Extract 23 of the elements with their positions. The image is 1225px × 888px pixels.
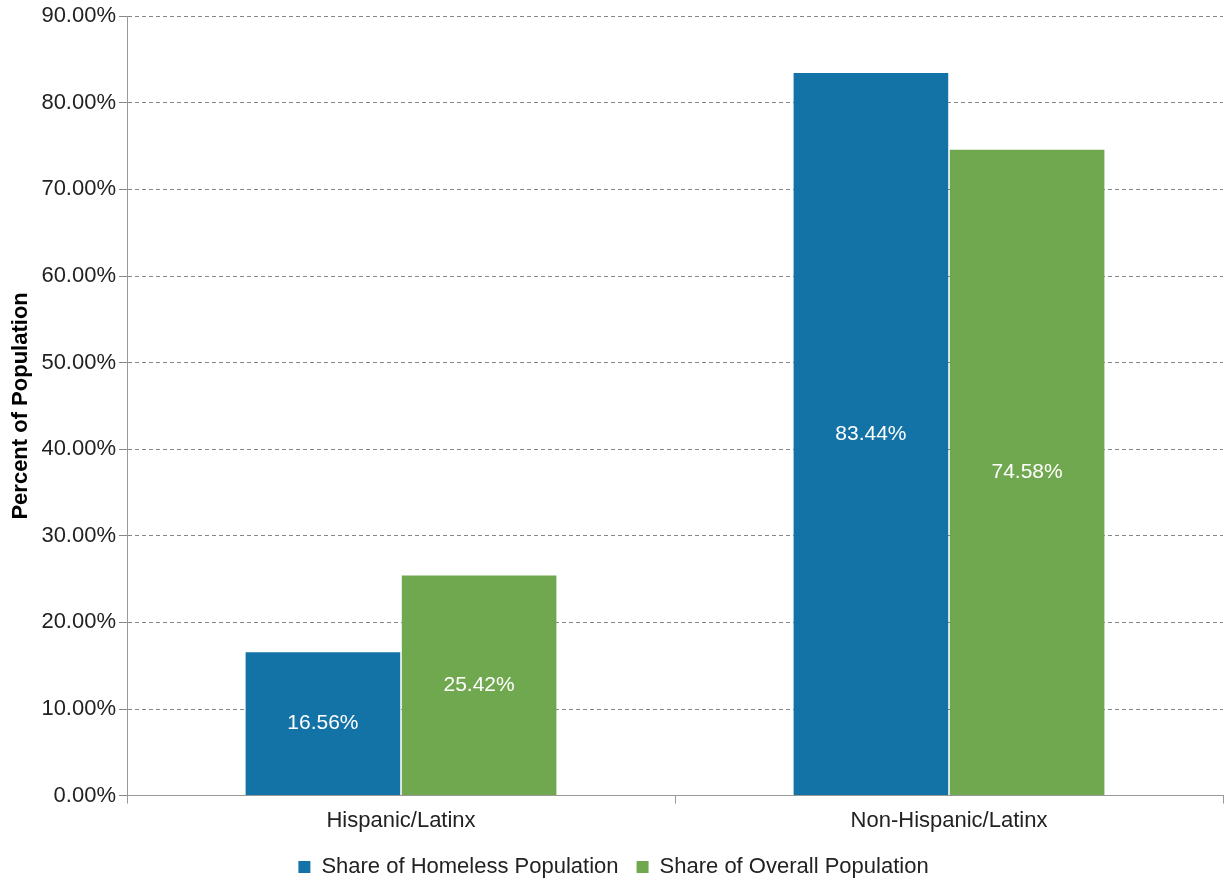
y-tick-label: 60.00% — [41, 262, 117, 288]
x-tick-label: Hispanic/Latinx — [326, 806, 476, 832]
bar — [401, 575, 557, 796]
legend-label: Share of Homeless Population — [321, 853, 619, 879]
y-tick-label: 90.00% — [41, 2, 117, 28]
y-axis-title: Percent of Population — [7, 292, 33, 520]
y-tick-label: 40.00% — [41, 435, 117, 461]
y-tick-label: 20.00% — [41, 608, 117, 634]
data-label: 16.56% — [287, 710, 359, 734]
bar — [245, 652, 401, 796]
data-label: 25.42% — [443, 672, 515, 696]
y-tick-label: 80.00% — [41, 88, 117, 114]
data-label: 83.44% — [835, 420, 907, 444]
x-tick-label: Non-Hispanic/Latinx — [850, 806, 1048, 832]
bar — [793, 73, 949, 796]
data-label: 74.58% — [991, 459, 1063, 483]
y-tick-label: 30.00% — [41, 521, 117, 547]
legend-label: Share of Overall Population — [659, 853, 929, 879]
y-tick-label: 50.00% — [41, 348, 117, 374]
y-tick-label: 10.00% — [41, 695, 117, 721]
y-tick-label: 0.00% — [53, 781, 117, 807]
y-tick-label: 70.00% — [41, 175, 117, 201]
bar — [949, 149, 1105, 796]
